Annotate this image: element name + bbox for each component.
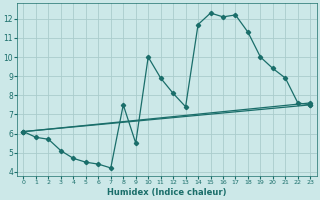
X-axis label: Humidex (Indice chaleur): Humidex (Indice chaleur) xyxy=(107,188,227,197)
